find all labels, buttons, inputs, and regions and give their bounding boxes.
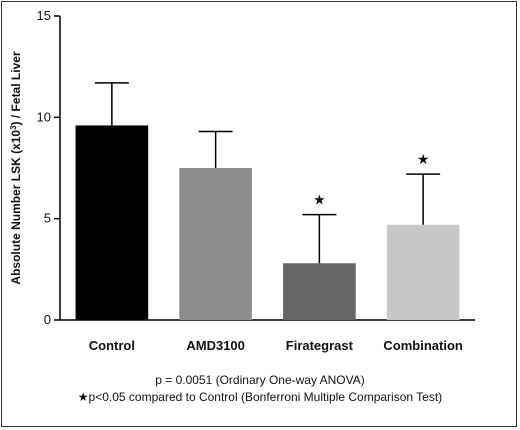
bar-chart: 0 5 10 15 Control AMD3100 ★ Firategrast ★ Combina… (9, 8, 475, 353)
bar-amd3100 (179, 168, 252, 320)
chart-bars (75, 82, 460, 320)
significance-star-combination: ★ (417, 152, 430, 168)
y-axis-label: Absolute Number LSK (x103) / Fetal Liver (9, 51, 23, 285)
x-tick-label-control: Control (89, 338, 135, 353)
y-tick-label-5: 5 (44, 211, 51, 226)
y-tick-label-15: 15 (37, 8, 51, 23)
bar-combination (386, 224, 460, 320)
significance-star-firategrast: ★ (313, 193, 326, 209)
anova-footnote: p = 0.0051 (Ordinary One-way ANOVA) (155, 373, 365, 387)
bar-firategrast (283, 263, 356, 320)
bar-control (75, 125, 149, 320)
chart-labels: 0 5 10 15 Control AMD3100 ★ Firategrast ★ Combina… (37, 8, 463, 353)
y-axis-label-sup: 3 (9, 125, 18, 130)
y-axis-label-main: Absolute Number LSK (x10 (9, 130, 23, 285)
x-tick-label-amd3100: AMD3100 (186, 338, 245, 353)
y-tick-label-0: 0 (44, 312, 51, 327)
y-tick-label-10: 10 (37, 109, 51, 124)
x-tick-label-firategrast: Firategrast (286, 338, 354, 353)
y-axis-label-rest: ) / Fetal Liver (9, 51, 23, 125)
significance-footnote: ★p<0.05 compared to Control (Bonferroni … (77, 390, 443, 404)
x-tick-label-combination: Combination (383, 338, 462, 353)
